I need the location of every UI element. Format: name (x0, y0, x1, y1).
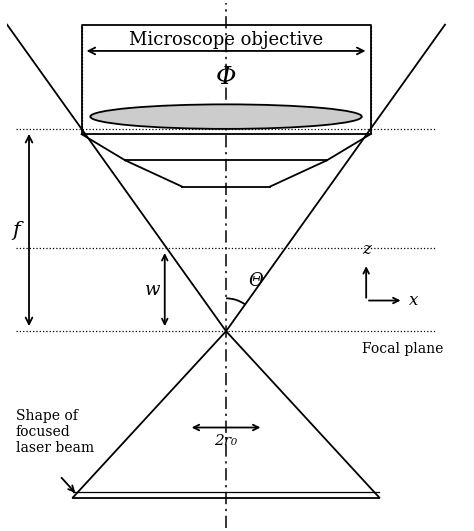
Text: Θ: Θ (248, 271, 263, 289)
Text: z: z (362, 241, 371, 258)
Text: x: x (409, 292, 418, 309)
Text: 2r₀: 2r₀ (215, 434, 237, 448)
Text: Φ: Φ (216, 66, 237, 89)
Text: w: w (145, 280, 160, 298)
Text: f: f (12, 220, 20, 239)
Ellipse shape (91, 105, 362, 129)
Text: Focal plane: Focal plane (362, 342, 443, 356)
Text: Microscope objective: Microscope objective (129, 31, 323, 49)
Text: Shape of
focused
laser beam: Shape of focused laser beam (16, 409, 94, 455)
